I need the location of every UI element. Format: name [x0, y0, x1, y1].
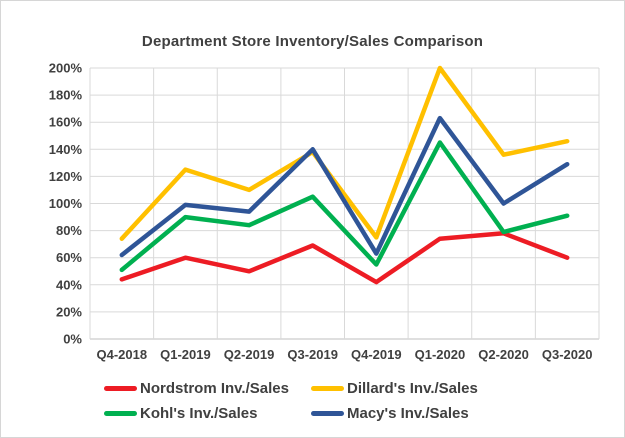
- y-tick-label: 200%: [49, 61, 83, 76]
- legend-item-macys: Macy's Inv./Sales: [311, 405, 478, 422]
- x-tick-label: Q2-2019: [224, 347, 275, 362]
- x-tick-label: Q4-2018: [97, 347, 148, 362]
- series-line-nordstrom-inv-sales: [119, 231, 570, 285]
- y-tick-label: 60%: [56, 250, 82, 265]
- legend-label: Kohl's Inv./Sales: [140, 405, 258, 422]
- legend-label: Macy's Inv./Sales: [347, 405, 469, 422]
- dillards-line-swatch-icon: [311, 386, 344, 391]
- legend-label: Nordstrom Inv./Sales: [140, 380, 289, 397]
- y-tick-label: 140%: [49, 142, 83, 157]
- legend-label: Dillard's Inv./Sales: [347, 380, 478, 397]
- x-tick-label: Q1-2020: [415, 347, 466, 362]
- macys-line-swatch-icon: [311, 411, 344, 416]
- series-line-macy-s-inv-sales: [119, 115, 570, 258]
- x-tick-label: Q2-2020: [478, 347, 529, 362]
- x-tick-label: Q3-2020: [542, 347, 593, 362]
- legend-item-kohls: Kohl's Inv./Sales: [104, 405, 311, 422]
- y-tick-label: 40%: [56, 277, 82, 292]
- y-tick-label: 120%: [49, 169, 83, 184]
- legend: Nordstrom Inv./Sales Dillard's Inv./Sale…: [104, 380, 478, 422]
- series-line-kohl-s-inv-sales: [119, 140, 570, 273]
- kohls-line-swatch-icon: [104, 411, 137, 416]
- y-tick-label: 20%: [56, 304, 82, 319]
- nordstrom-line-swatch-icon: [104, 386, 137, 391]
- series-line-dillard-s-inv-sales: [119, 65, 570, 241]
- y-tick-label: 100%: [49, 196, 83, 211]
- y-tick-label: 0%: [63, 332, 82, 347]
- legend-item-nordstrom: Nordstrom Inv./Sales: [104, 380, 311, 397]
- y-tick-label: 160%: [49, 115, 83, 130]
- legend-item-dillards: Dillard's Inv./Sales: [311, 380, 478, 397]
- x-tick-label: Q1-2019: [160, 347, 211, 362]
- x-tick-label: Q4-2019: [351, 347, 402, 362]
- x-tick-label: Q3-2019: [287, 347, 338, 362]
- y-tick-label: 80%: [56, 223, 82, 238]
- y-tick-label: 180%: [49, 88, 83, 103]
- chart-title: Department Store Inventory/Sales Compari…: [141, 33, 484, 50]
